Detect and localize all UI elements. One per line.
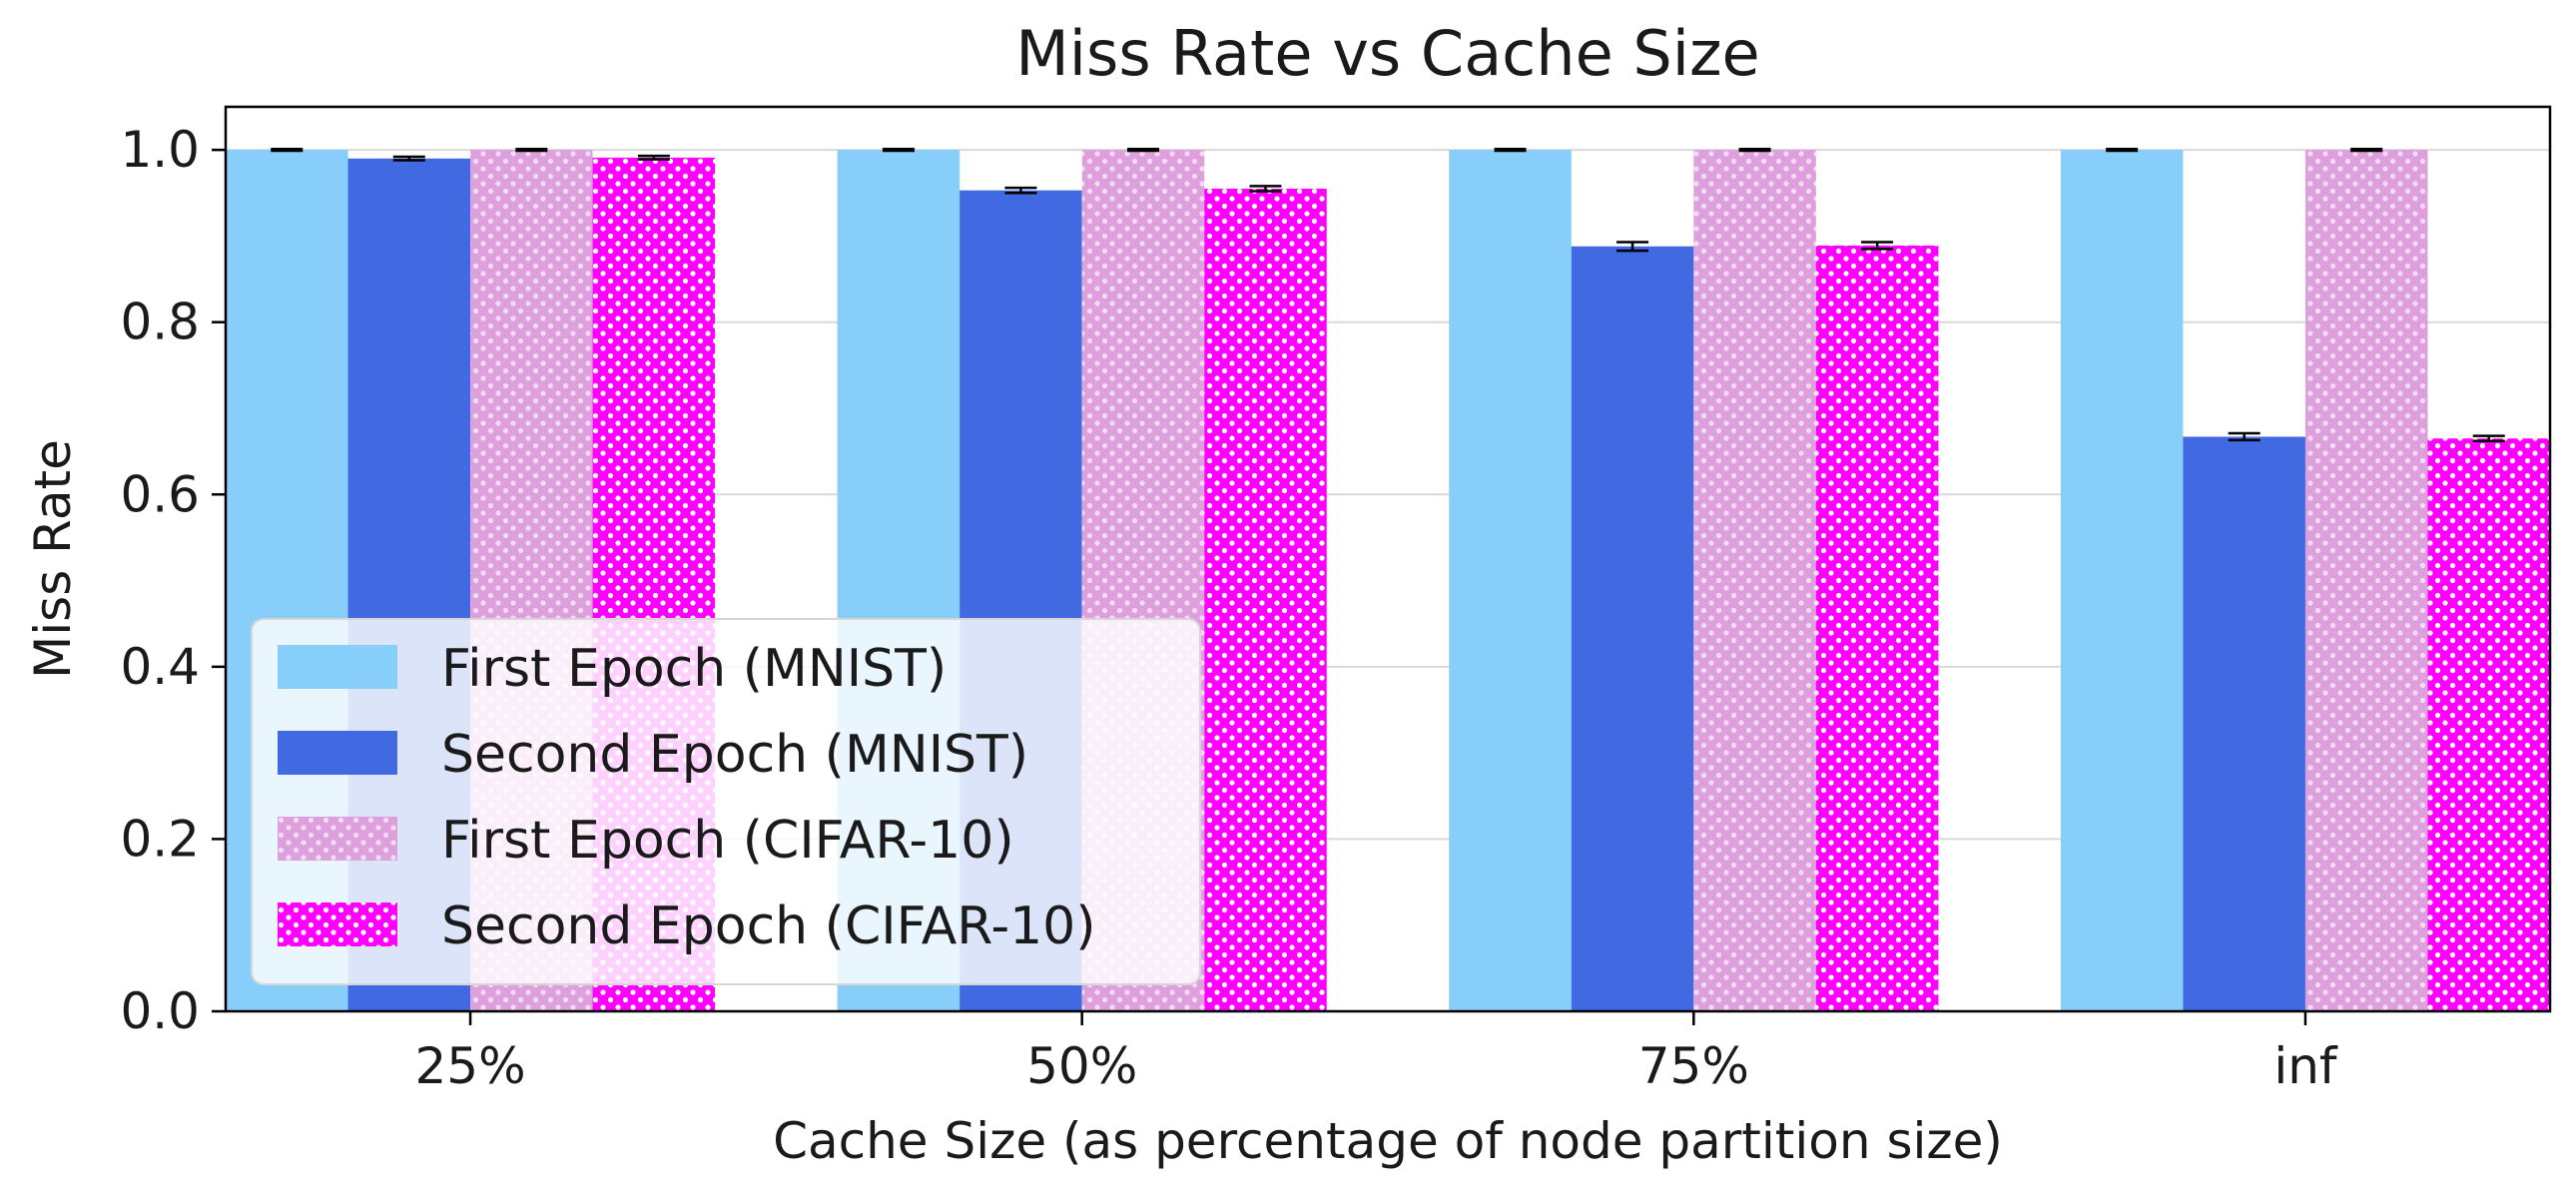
bar-3-2 bbox=[1815, 245, 1939, 1012]
y-tick-label: 0.4 bbox=[120, 638, 200, 696]
y-tick-label: 0.0 bbox=[120, 982, 200, 1040]
error-bars bbox=[271, 148, 2505, 443]
legend-label-0: First Epoch (MNIST) bbox=[441, 639, 947, 699]
legend-label-2: First Epoch (CIFAR-10) bbox=[441, 811, 1014, 871]
bar-0-3 bbox=[2060, 150, 2184, 1012]
y-axis-label: Miss Rate bbox=[24, 439, 82, 679]
legend-swatch-1 bbox=[278, 731, 397, 775]
y-axis-ticks: 0.0 0.2 0.4 0.6 0.8 1.0 bbox=[120, 121, 226, 1040]
y-tick-label: 0.2 bbox=[120, 810, 200, 868]
bar-0-2 bbox=[1449, 150, 1572, 1012]
legend-label-1: Second Epoch (MNIST) bbox=[441, 725, 1028, 785]
y-tick-label: 0.6 bbox=[120, 465, 200, 523]
x-axis-ticks: 25% 50% 75% inf bbox=[414, 1011, 2338, 1095]
bar-2-3 bbox=[2304, 150, 2428, 1012]
x-tick-label: inf bbox=[2273, 1037, 2338, 1095]
legend: First Epoch (MNIST) Second Epoch (MNIST)… bbox=[251, 618, 1201, 985]
y-tick-label: 0.8 bbox=[120, 294, 200, 351]
x-axis-label: Cache Size (as percentage of node partit… bbox=[773, 1112, 2003, 1170]
x-tick-label: 50% bbox=[1026, 1037, 1137, 1095]
bar-3-1 bbox=[1204, 188, 1327, 1011]
bar-1-2 bbox=[1571, 246, 1694, 1012]
legend-swatch-3 bbox=[278, 902, 397, 946]
legend-label-3: Second Epoch (CIFAR-10) bbox=[441, 897, 1096, 956]
y-tick-label: 1.0 bbox=[120, 121, 200, 179]
chart-title: Miss Rate vs Cache Size bbox=[1015, 17, 1759, 90]
x-tick-label: 75% bbox=[1638, 1037, 1749, 1095]
legend-box bbox=[251, 618, 1201, 985]
bar-3-3 bbox=[2427, 438, 2550, 1011]
plot-frame bbox=[224, 105, 2552, 1013]
x-tick-label: 25% bbox=[414, 1037, 525, 1095]
legend-swatch-2 bbox=[278, 817, 397, 861]
bar-1-3 bbox=[2183, 436, 2305, 1012]
legend-swatch-0 bbox=[278, 645, 397, 689]
bar-2-2 bbox=[1693, 150, 1816, 1012]
